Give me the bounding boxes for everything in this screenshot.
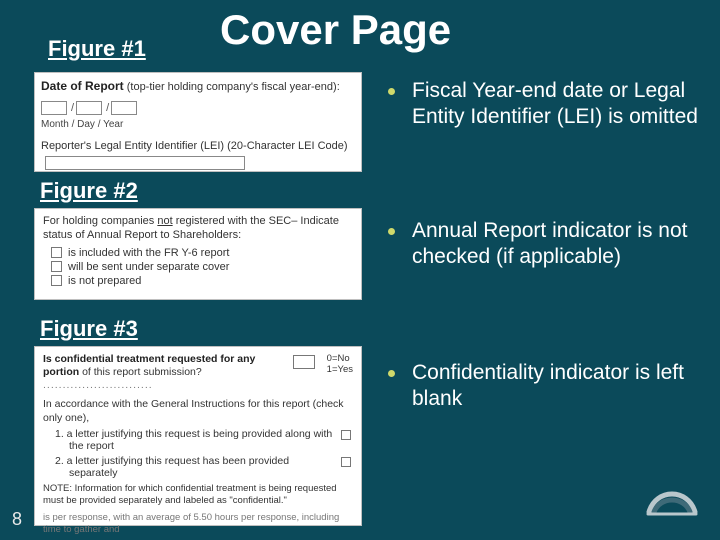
figure-3-legend: 0=No 1=Yes [327,353,353,376]
figure-1-heading-bold: Date of Report [41,79,124,93]
date-cell-year [111,101,137,115]
swirl-logo-icon [644,482,700,522]
bullet-dot-icon [388,370,395,377]
figure-3-note: NOTE: Information for which confidential… [43,483,353,507]
page-number: 8 [12,509,22,530]
figure-3-option-1-text: 1. a letter justifying this request is b… [55,428,332,452]
date-cell-month [41,101,67,115]
figure-1-lei-cell [45,156,245,170]
bullet-3-text: Confidentiality indicator is left blank [412,361,684,410]
bullet-item: Confidentiality indicator is left blank [388,360,704,413]
figure-2-option-3: is not prepared [51,275,353,287]
figure-3-legend-0: 0=No [327,353,350,364]
figure-2-lead-not: not [157,215,172,227]
figure-1-heading-rest: (top-tier holding company's fiscal year-… [124,81,340,93]
slide: Cover Page Figure #1 Figure #2 Figure #3… [0,0,720,540]
figure-2-lead: For holding companies not registered wit… [43,215,353,243]
figure-3-legend-1: 1=Yes [327,364,353,375]
figure-3-question: Is confidential treatment requested for … [43,353,353,392]
bullet-item: Fiscal Year-end date or Legal Entity Ide… [388,78,704,131]
figure-3-option-1: 1. a letter justifying this request is b… [55,428,353,452]
figure-3-label: Figure #3 [40,316,138,342]
checkbox-icon [341,430,351,440]
figure-3-instruction: In accordance with the General Instructi… [43,398,353,424]
figure-2-option-2-text: will be sent under separate cover [68,261,229,273]
figure-2-label: Figure #2 [40,178,138,204]
bullet-dot-icon [388,88,395,95]
figure-3-box: Is confidential treatment requested for … [34,346,362,526]
bullet-1-text: Fiscal Year-end date or Legal Entity Ide… [412,79,698,128]
slide-title: Cover Page [220,6,451,54]
figure-2-option-1: is included with the FR Y-6 report [51,247,353,259]
bullet-dot-icon [388,228,395,235]
figure-1-mdy-label: Month / Day / Year [41,119,355,130]
figure-2-lead-prefix: For holding companies [43,215,157,227]
date-cell-day [76,101,102,115]
figure-1-label: Figure #1 [48,36,146,62]
figure-3-answer-box [293,355,315,369]
figure-1-lei-label: Reporter's Legal Entity Identifier (LEI)… [41,140,348,152]
figure-2-option-1-text: is included with the FR Y-6 report [68,247,229,259]
figure-1-box: Date of Report (top-tier holding company… [34,72,362,172]
bullet-2-text: Annual Report indicator is not checked (… [412,219,688,268]
checkbox-icon [51,275,62,286]
figure-2-box: For holding companies not registered wit… [34,208,362,300]
figure-3-option-2: 2. a letter justifying this request has … [55,455,353,479]
bullet-1: Fiscal Year-end date or Legal Entity Ide… [388,78,704,131]
figure-3-option-2-text: 2. a letter justifying this request has … [55,455,289,479]
figure-2-option-3-text: is not prepared [68,275,141,287]
bullet-item: Annual Report indicator is not checked (… [388,218,704,271]
figure-1-date-cells: // [41,99,355,117]
bullet-3: Confidentiality indicator is left blank [388,360,704,413]
checkbox-icon [341,457,351,467]
bullet-2: Annual Report indicator is not checked (… [388,218,704,271]
checkbox-icon [51,247,62,258]
checkbox-icon [51,261,62,272]
figure-2-option-2: will be sent under separate cover [51,261,353,273]
figure-3-tail: is per response, with an average of 5.50… [43,512,353,536]
